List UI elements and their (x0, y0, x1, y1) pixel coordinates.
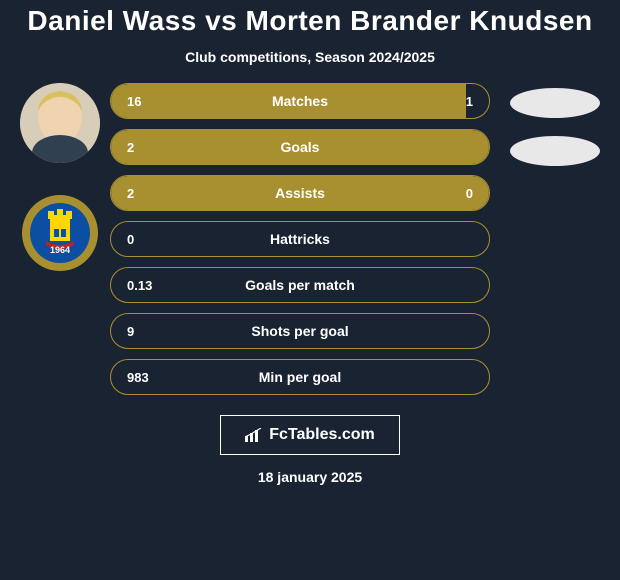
club-badge-icon: 1964 (20, 193, 100, 273)
site-logo-text: FcTables.com (269, 426, 375, 444)
stat-label: Min per goal (259, 369, 341, 385)
stat-left-value: 2 (127, 140, 134, 155)
stat-right-value: 0 (466, 186, 473, 201)
club-badge: 1964 (20, 193, 100, 273)
subtitle: Club competitions, Season 2024/2025 (185, 49, 435, 65)
left-player-column: 1964 (10, 83, 110, 273)
stat-bar: 983 Min per goal (110, 359, 490, 395)
stat-bar: 2 Goals (110, 129, 490, 165)
stat-label: Goals (281, 139, 320, 155)
comparison-card: Daniel Wass vs Morten Brander Knudsen Cl… (0, 0, 620, 580)
stat-left-value: 16 (127, 94, 141, 109)
date-label: 18 january 2025 (258, 469, 362, 485)
stat-label: Assists (275, 185, 325, 201)
stat-left-value: 9 (127, 324, 134, 339)
svg-text:1964: 1964 (50, 245, 70, 255)
stat-right-value: 1 (466, 94, 473, 109)
stat-label: Matches (272, 93, 328, 109)
stat-bar: 0 Hattricks (110, 221, 490, 257)
stat-label: Hattricks (270, 231, 330, 247)
main-row: 1964 16 Matches 1 2 Goals 2 Assists 0 0 Hattricks… (0, 83, 620, 395)
avatar-face-icon (20, 83, 100, 163)
bar-chart-icon (245, 428, 263, 442)
stat-bar: 9 Shots per goal (110, 313, 490, 349)
stat-left-value: 0 (127, 232, 134, 247)
stat-bar: 2 Assists 0 (110, 175, 490, 211)
page-title: Daniel Wass vs Morten Brander Knudsen (27, 5, 592, 37)
player-avatar (20, 83, 100, 163)
right-player-column (490, 83, 610, 166)
stats-bars: 16 Matches 1 2 Goals 2 Assists 0 0 Hattricks 0.13 G… (110, 83, 490, 395)
stat-label: Goals per match (245, 277, 355, 293)
player-placeholder-icon (510, 88, 600, 118)
stat-bar: 0.13 Goals per match (110, 267, 490, 303)
stat-label: Shots per goal (251, 323, 348, 339)
stat-left-value: 2 (127, 186, 134, 201)
stat-left-value: 983 (127, 370, 149, 385)
site-logo[interactable]: FcTables.com (220, 415, 400, 455)
stat-bar: 16 Matches 1 (110, 83, 490, 119)
club-placeholder-icon (510, 136, 600, 166)
stat-left-value: 0.13 (127, 278, 152, 293)
